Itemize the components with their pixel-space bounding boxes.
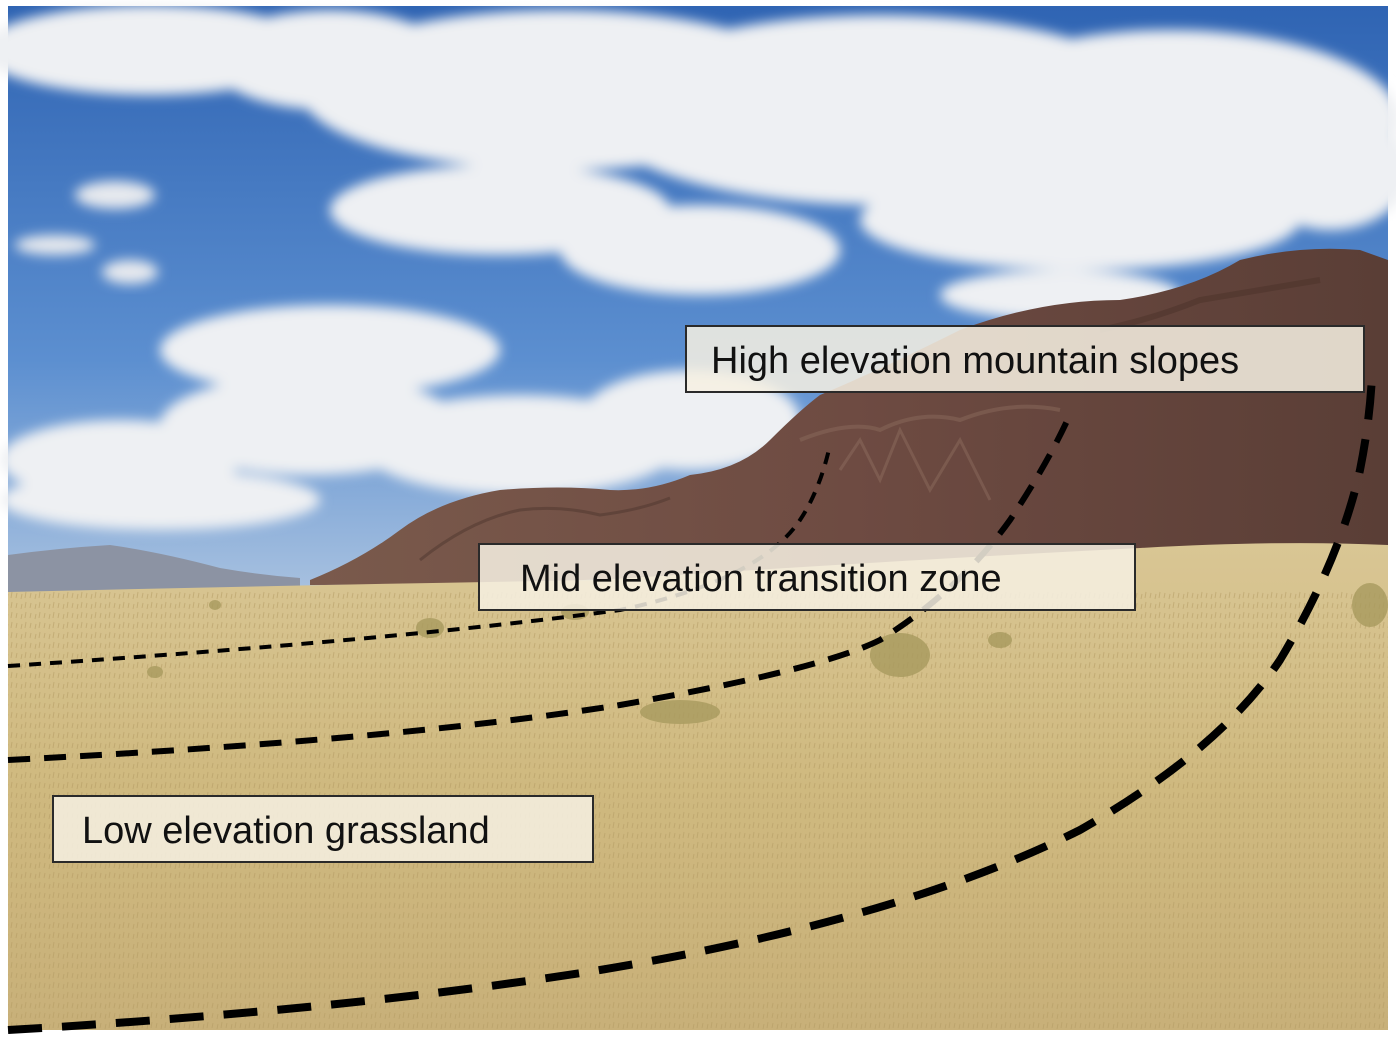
clouds — [0, 5, 1396, 530]
boundary-line-2 — [7, 408, 1075, 763]
label-low-elevation: Low elevation grassland — [52, 795, 594, 863]
shrubs — [147, 583, 1388, 724]
small-clouds — [15, 181, 158, 284]
distant-hills — [8, 545, 300, 596]
label-mid-elevation: Mid elevation transition zone — [478, 543, 1136, 611]
boundary-line-3 — [7, 374, 1376, 1034]
label-high-elevation: High elevation mountain slopes — [685, 325, 1365, 393]
